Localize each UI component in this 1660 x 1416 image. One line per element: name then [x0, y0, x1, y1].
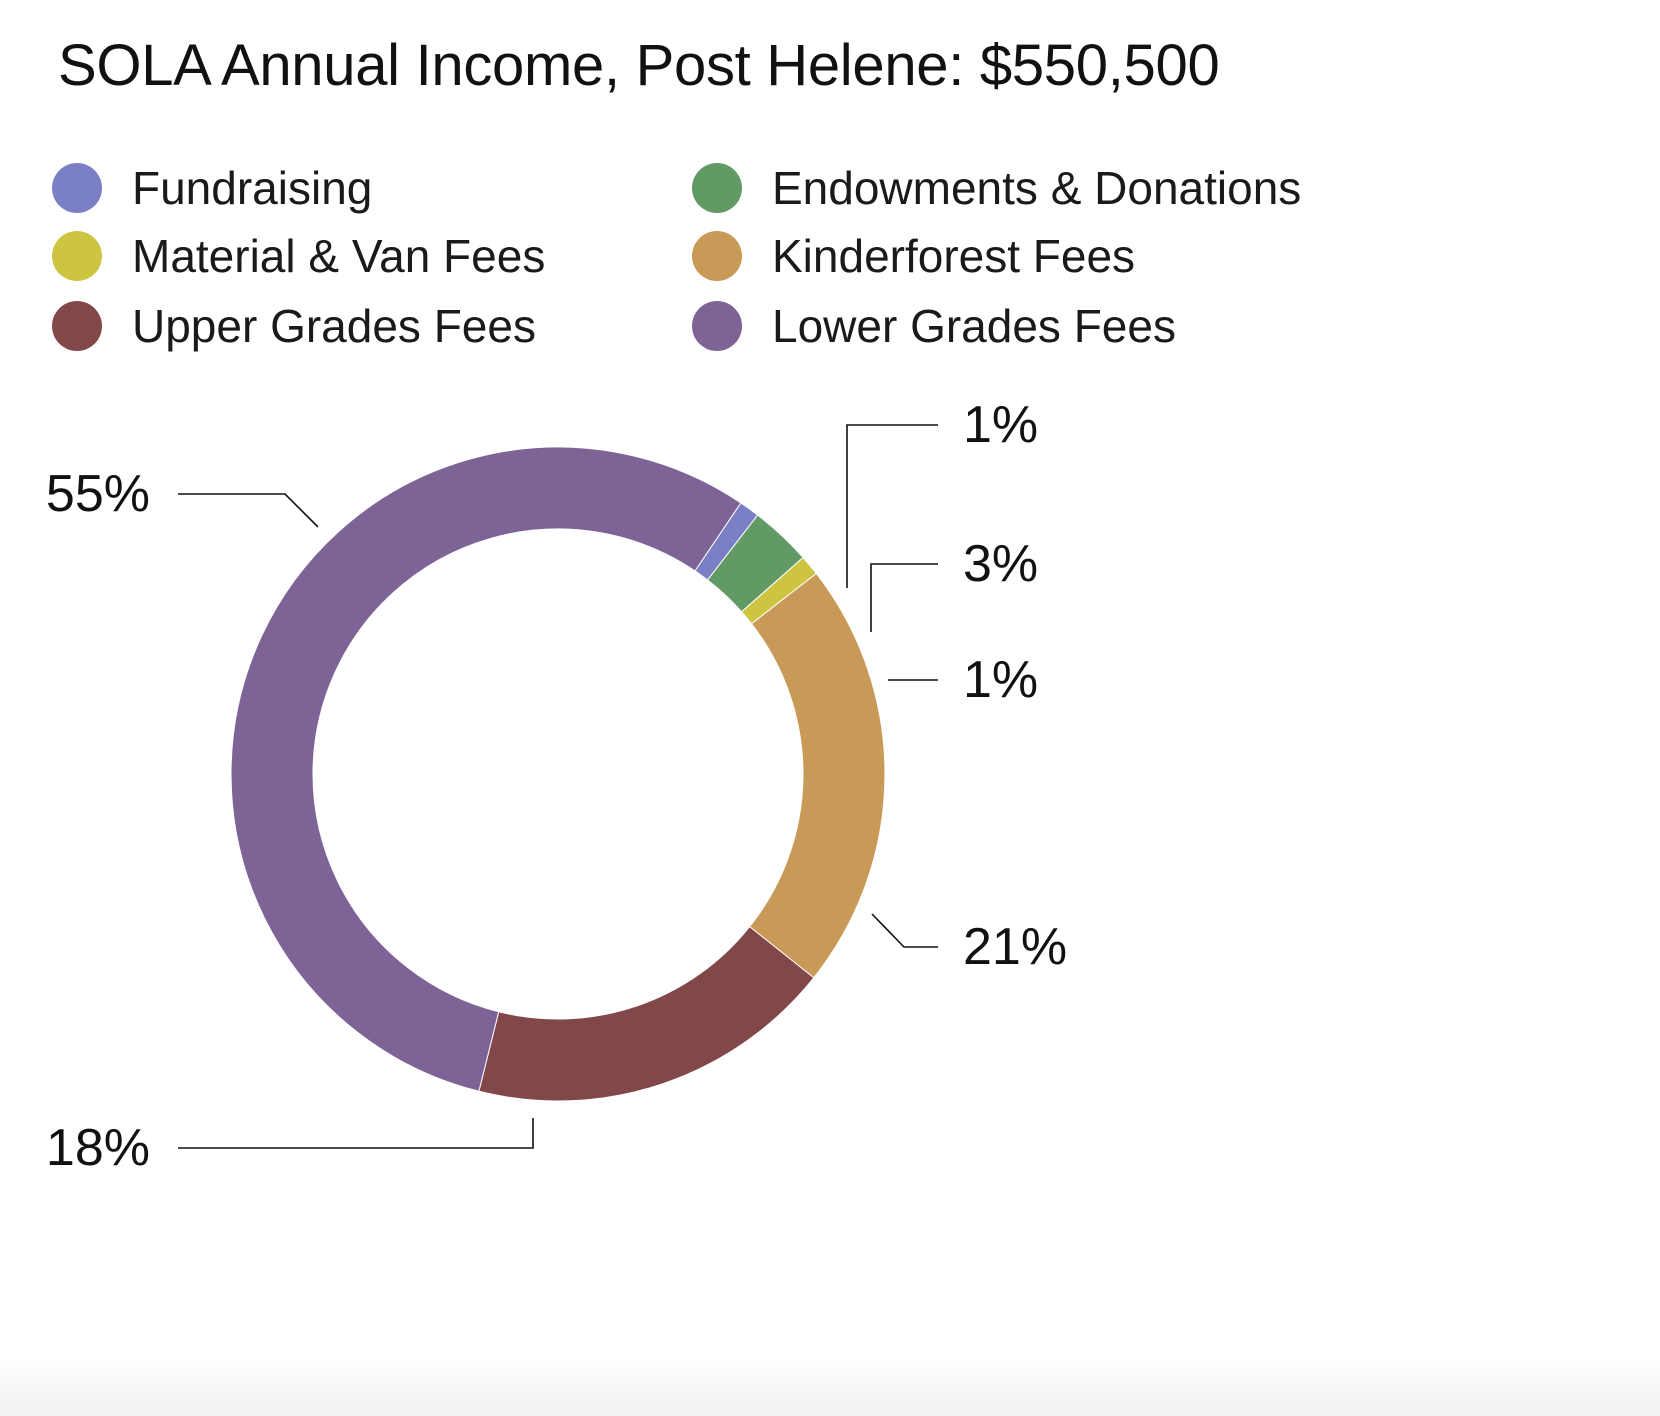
legend-item-lower-grades-fees: Lower Grades Fees	[692, 298, 1176, 354]
data-label-fundraising: 1%	[963, 396, 1038, 454]
data-label-material-van-fees: 1%	[963, 651, 1038, 709]
legend-item-endowments-donations: Endowments & Donations	[692, 160, 1301, 216]
legend-label-upper-grades-fees: Upper Grades Fees	[132, 300, 536, 352]
slice-kinderforest-fees	[748, 572, 886, 979]
legend-item-upper-grades-fees: Upper Grades Fees	[52, 298, 536, 354]
data-label-kinderforest-fees: 21%	[963, 918, 1067, 976]
legend-label-fundraising: Fundraising	[132, 162, 373, 214]
slice-lower-grades-fees	[230, 446, 742, 1092]
legend-item-material-van-fees: Material & Van Fees	[52, 228, 545, 284]
data-labels: 1% 3% 1% 21% 18% 55%	[46, 396, 1067, 1177]
bottom-band	[0, 1356, 1660, 1416]
legend-label-material-van-fees: Material & Van Fees	[132, 230, 546, 282]
leader-line-kinderforest-fees	[871, 913, 938, 948]
data-label-lower-grades-fees: 55%	[46, 465, 150, 523]
chart-title: SOLA Annual Income, Post Helene: $550,50…	[58, 33, 1220, 98]
legend-item-kinderforest-fees: Kinderforest Fees	[692, 228, 1135, 284]
legend-swatch-fundraising	[52, 163, 102, 213]
data-label-endowments-donations: 3%	[963, 535, 1038, 593]
legend-swatch-endowments-donations	[692, 163, 742, 213]
legend-swatch-material-van-fees	[52, 231, 102, 281]
legend-swatch-kinderforest-fees	[692, 231, 742, 281]
legend-label-endowments-donations: Endowments & Donations	[772, 162, 1302, 214]
leader-line-fundraising	[846, 424, 938, 588]
donut-slices	[230, 446, 886, 1102]
chart-legend: Fundraising Endowments & Donations Mater…	[52, 160, 1452, 380]
slice-upper-grades-fees	[478, 925, 815, 1102]
data-label-upper-grades-fees: 18%	[46, 1119, 150, 1177]
legend-item-fundraising: Fundraising	[52, 160, 372, 216]
leader-line-upper-grades-fees	[178, 1118, 534, 1149]
legend-swatch-lower-grades-fees	[692, 301, 742, 351]
leader-line-endowments-donations	[870, 563, 938, 632]
leader-line-lower-grades-fees	[178, 493, 319, 528]
legend-swatch-upper-grades-fees	[52, 301, 102, 351]
legend-label-lower-grades-fees: Lower Grades Fees	[772, 300, 1176, 352]
legend-label-kinderforest-fees: Kinderforest Fees	[772, 230, 1136, 282]
leader-lines	[178, 424, 938, 1149]
